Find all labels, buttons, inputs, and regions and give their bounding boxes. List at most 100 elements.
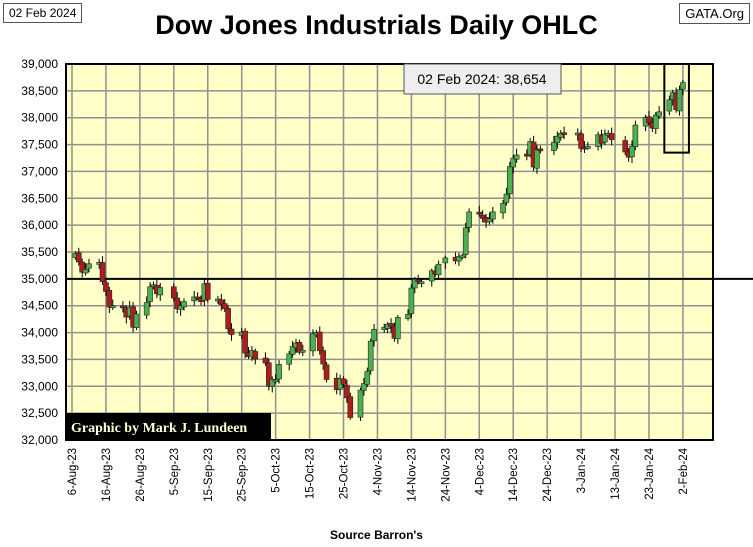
candle-body — [652, 114, 659, 129]
candle-body — [103, 282, 109, 292]
credit-box — [66, 413, 271, 440]
x-tick-label: 25-Oct-23 — [339, 448, 351, 499]
candle-body — [109, 305, 116, 309]
x-tick-label: 5-Sep-23 — [169, 448, 181, 495]
x-tick-label: 14-Nov-23 — [406, 448, 418, 502]
candle-body — [428, 270, 435, 282]
x-tick-label: 16-Aug-23 — [101, 448, 113, 502]
candle-body — [510, 157, 517, 168]
candle-body — [629, 145, 635, 158]
candle-body — [204, 282, 211, 300]
candle-body — [157, 287, 164, 296]
candle-body — [513, 154, 520, 160]
x-tick-label: 4-Nov-23 — [372, 448, 384, 495]
candle-body — [466, 211, 472, 228]
candle-body — [269, 379, 276, 387]
candle-body — [320, 350, 326, 365]
candle-body — [262, 357, 269, 364]
candle-body — [357, 389, 364, 418]
candle-body — [557, 132, 564, 138]
candle-body — [181, 301, 187, 308]
x-tick-label: 14-Dec-23 — [508, 448, 520, 502]
x-tick-label: 2-Feb-24 — [678, 447, 690, 494]
y-tick-label: 34,000 — [21, 326, 58, 340]
candle-body — [554, 135, 561, 144]
candle-body — [395, 317, 401, 340]
candle-body — [147, 286, 153, 302]
date-box: 02 Feb 2024 — [3, 3, 83, 23]
candle-body — [299, 349, 306, 353]
candle-body — [79, 261, 85, 273]
x-tick-label: 3-Jan-24 — [576, 447, 588, 493]
plot-border — [65, 63, 714, 441]
candle-body — [456, 256, 462, 262]
candle-body — [459, 255, 466, 259]
annotation-box — [403, 63, 562, 95]
candle-body — [177, 305, 184, 310]
candle-body — [561, 132, 567, 135]
y-tick-label: 33,500 — [21, 352, 58, 366]
x-tick-label: 15-Sep-23 — [203, 448, 215, 502]
candle-body — [500, 203, 506, 214]
candle-body — [289, 346, 296, 355]
source-label: Source Barron's — [330, 528, 423, 542]
candle-body — [462, 227, 469, 255]
candle-body — [676, 89, 683, 112]
candle-body — [608, 133, 615, 140]
candle-body — [347, 396, 354, 418]
candle-body — [99, 262, 106, 283]
candle-body — [75, 252, 82, 263]
candle-body — [86, 263, 92, 269]
candle-body — [442, 257, 449, 264]
candle-body — [361, 383, 367, 391]
y-tick-label: 39,000 — [21, 57, 58, 71]
candle-body — [276, 364, 282, 380]
candle-body — [418, 281, 425, 285]
candle-body — [486, 218, 493, 223]
candle-body — [646, 116, 652, 124]
candle-body — [296, 341, 303, 353]
candle-body — [266, 362, 272, 387]
candle-body — [218, 299, 225, 306]
candle-body — [310, 333, 316, 352]
candle-body — [656, 111, 662, 117]
candle-body — [415, 279, 421, 283]
candle-body — [534, 149, 540, 169]
candle-body — [435, 263, 442, 276]
candle-body — [316, 331, 323, 351]
y-tick-label: 35,500 — [21, 245, 58, 259]
candle-body — [666, 99, 673, 112]
candle-body — [286, 353, 293, 365]
candle-body — [194, 296, 201, 300]
y-tick-label: 32,500 — [21, 406, 58, 420]
candle-body — [408, 287, 415, 314]
chart-title: Dow Jones Industrials Daily OHLC — [155, 10, 598, 40]
candle-body — [228, 328, 235, 335]
annotation-text: 02 Feb 2024: 38,654 — [417, 71, 546, 87]
candle-body — [82, 269, 89, 274]
y-tick-label: 36,500 — [21, 191, 58, 205]
candle-body — [551, 141, 557, 151]
y-tick-label: 37,500 — [21, 138, 58, 152]
candle-body — [344, 384, 350, 399]
candle-body — [371, 328, 377, 342]
credit-text: Graphic by Mark J. Lundeen — [71, 421, 247, 436]
y-tick-label: 38,500 — [21, 84, 58, 98]
candle-body — [252, 351, 259, 360]
candle-body — [490, 211, 496, 220]
site-box: GATA.Org — [679, 3, 750, 24]
candle-body — [602, 133, 608, 143]
candle-body — [364, 371, 371, 385]
y-tick-label: 38,000 — [21, 111, 58, 125]
x-tick-label: 6-Aug-23 — [67, 448, 79, 495]
y-tick-label: 33,000 — [21, 379, 58, 393]
candle-body — [272, 379, 279, 383]
x-tick-label: 26-Aug-23 — [135, 448, 147, 502]
candle-body — [225, 308, 231, 330]
candle-body — [323, 364, 330, 380]
candle-body — [120, 305, 126, 309]
x-tick-label: 24-Dec-23 — [542, 448, 554, 502]
candle-body — [106, 289, 113, 308]
